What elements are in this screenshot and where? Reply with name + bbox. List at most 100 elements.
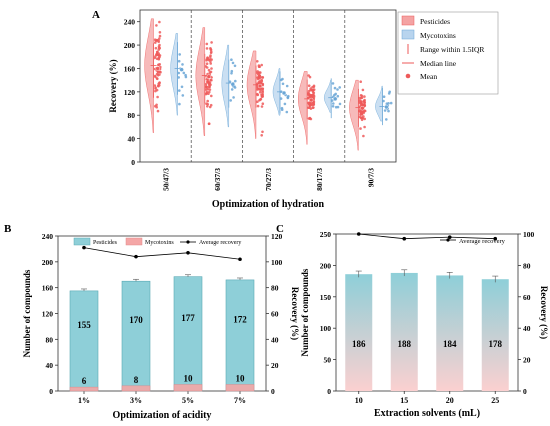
panel-b-recovery-point (82, 245, 86, 250)
panel-c-data-label: 178 (489, 339, 503, 349)
panel-a-point (359, 80, 363, 83)
panel-a-point (230, 88, 234, 91)
panel-a-ytick-label: 40 (128, 135, 136, 144)
panel-a-xtick-label: 50/47/3 (162, 168, 171, 191)
panel-a-point (155, 77, 159, 80)
panel-c-recovery-point (402, 236, 407, 241)
panel-b-data-label-pesticides: 170 (129, 315, 143, 325)
panel-a-mean-point (309, 97, 314, 103)
panel-a-point (257, 73, 260, 76)
panel-c-legend: Average recovery (440, 238, 506, 245)
panel-c-letter: C (276, 223, 284, 235)
panel-a-point (285, 110, 289, 114)
panel-a-mean-point (281, 90, 287, 96)
panel-a-point (157, 48, 160, 51)
panel-a-mean-point (360, 106, 365, 111)
panel-c-y2tick-label: 0 (523, 387, 527, 396)
panel-a-point (310, 88, 314, 92)
panel-a-point (153, 74, 157, 78)
panel-a-point (312, 91, 316, 95)
panel-a-point (178, 53, 181, 56)
panel-b-y2tick-label: 0 (271, 387, 275, 396)
panel-a-point (261, 76, 265, 79)
panel-a-xtick-label: 80/17/3 (315, 168, 324, 191)
panel-a-point (312, 88, 316, 91)
panel-b-xtick-label: 3% (130, 396, 142, 405)
panel-a-mean-point (257, 83, 263, 89)
panel-c-data-label: 188 (398, 339, 412, 349)
panel-a-xtick-label: 60/37/3 (213, 168, 222, 191)
panel-a-violin (375, 85, 383, 122)
panel-a-violin (144, 18, 154, 133)
panel-a-point (159, 70, 162, 74)
panel-a-point (256, 100, 259, 103)
panel-b-ytick-label: 40 (46, 361, 54, 370)
panel-a-point (260, 105, 264, 108)
panel-a-point (363, 125, 366, 129)
panel-b: B 0 40 80 120 160 200 240 0 20 40 60 80 100 120 1% 155 6… (4, 223, 300, 421)
panel-a-point (206, 78, 210, 82)
panel-a-point (232, 96, 235, 99)
panel-a-point (206, 105, 209, 108)
panel-c-y2tick-label: 60 (523, 293, 531, 302)
panel-c-data-label: 186 (352, 339, 366, 349)
panel-a-point (333, 86, 337, 90)
panel-a-point (360, 100, 363, 103)
panel-a-point (361, 88, 365, 92)
panel-a-point (178, 89, 181, 92)
panel-b-xlabel: Optimization of acidity (113, 410, 212, 421)
panel-a-point (158, 20, 161, 24)
panel-c-recovery-point (356, 232, 361, 236)
panel-a-point (256, 104, 260, 108)
panel-a-point (233, 64, 237, 68)
panel-a-point (286, 96, 290, 99)
panel-a-point (387, 109, 390, 113)
panel-a-point (177, 76, 180, 79)
panel-b-legend-label: Average recovery (199, 240, 241, 246)
panel-a-point (157, 57, 161, 61)
panel-a-violin (246, 50, 257, 139)
panel-a-violin (298, 71, 308, 145)
panel-a-ytick-label: 120 (124, 88, 136, 97)
panel-a-point (260, 63, 264, 67)
panel-a-point (363, 109, 366, 112)
panel-a-point (281, 82, 285, 86)
panel-a-point (258, 80, 262, 83)
panel-a-violin (221, 44, 229, 128)
panel-b-recovery-point (238, 257, 242, 262)
panel-a-point (307, 106, 310, 109)
panel-a-legend-box (397, 11, 499, 95)
panel-a-point (158, 81, 161, 85)
panel-b-ytick-label: 0 (49, 387, 53, 396)
panel-b-data-label-pesticides: 172 (233, 315, 247, 325)
panel-b-data-label-pesticides: 155 (77, 320, 91, 330)
panel-b-data-label-mycotoxins: 10 (184, 374, 194, 384)
panel-a-ytick-label: 160 (124, 64, 136, 73)
panel-a-point (336, 94, 340, 98)
panel-a-point (285, 84, 289, 88)
panel-a-point (208, 88, 212, 91)
panel-b-ytick-label: 200 (42, 258, 54, 267)
panel-c-ytick-label: 150 (320, 293, 332, 302)
panel-a-legend-swatch (401, 29, 415, 40)
panel-b-ytick-label: 160 (42, 284, 54, 293)
panel-a-point (307, 92, 311, 96)
panel-c-bar (345, 274, 373, 391)
panel-a-point (363, 101, 366, 104)
panel-a-point (209, 58, 212, 61)
panel-a-point (182, 71, 186, 75)
panel-c-recovery-point (493, 236, 498, 241)
panel-c-frame (335, 233, 519, 392)
panel-a-legend-label: Median line (420, 59, 457, 68)
panel-b-bar-pesticides (69, 290, 99, 392)
panel-a-point (383, 109, 387, 112)
panel-a-point (177, 71, 180, 75)
panel-a-point (154, 55, 157, 58)
panel-a-point (359, 127, 362, 130)
panel-a-point (158, 37, 161, 40)
panel-c-ytick-label: 250 (320, 230, 332, 239)
panel-a-point (279, 97, 283, 100)
panel-a-point (283, 102, 287, 106)
panel-c-ytick-label: 200 (320, 261, 332, 270)
panel-a-point (234, 79, 237, 83)
